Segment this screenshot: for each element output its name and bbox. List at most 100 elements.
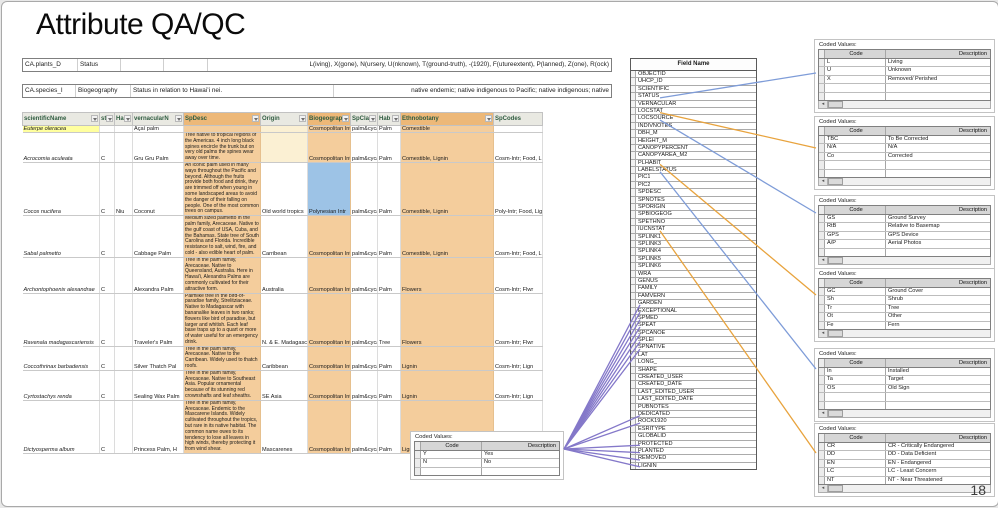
cell[interactable] — [114, 400, 133, 455]
description-cell[interactable]: Ground Cover — [888, 288, 924, 294]
cell[interactable] — [99, 125, 115, 133]
row-selector-stub[interactable] — [631, 204, 636, 211]
cell[interactable] — [114, 370, 133, 401]
cell[interactable]: Cosm-Intr; Lign — [493, 370, 543, 401]
description-cell[interactable]: Removed/ Perished — [888, 75, 938, 82]
code-cell[interactable]: CR — [825, 443, 886, 451]
row-selector-stub[interactable] — [819, 169, 825, 177]
code-cell[interactable] — [421, 467, 482, 476]
row-selector-stub[interactable] — [631, 218, 636, 226]
row-selector-stub[interactable] — [631, 85, 636, 93]
code-cell[interactable]: N — [421, 459, 482, 467]
cell[interactable]: Tree in the palm family, Arecaceae. Nati… — [183, 346, 261, 371]
cell[interactable]: Lignin — [400, 370, 494, 401]
cell[interactable]: Lignin — [400, 346, 494, 371]
cell[interactable]: C — [99, 257, 115, 294]
cell[interactable]: palm&cycad — [350, 293, 378, 347]
row-selector-stub[interactable] — [819, 223, 825, 231]
description-cell[interactable]: CR - Critically Endangered — [888, 443, 955, 449]
row-selector-stub[interactable] — [631, 255, 636, 263]
code-cell[interactable]: DD — [825, 451, 886, 459]
cell[interactable]: C — [99, 370, 115, 401]
cell[interactable]: palm&cycad — [350, 400, 378, 455]
cell[interactable]: Cosm-Intr; Food, Lign — [493, 215, 543, 258]
cell[interactable]: Palm — [377, 346, 401, 371]
row-selector-stub[interactable] — [631, 93, 636, 100]
row-selector-stub[interactable] — [631, 144, 636, 152]
code-cell[interactable]: L — [825, 59, 886, 67]
row-selector-stub[interactable] — [819, 468, 825, 476]
row-selector-stub[interactable] — [819, 215, 825, 223]
description-cell[interactable] — [482, 468, 559, 475]
cell[interactable] — [114, 257, 133, 294]
row-selector-stub[interactable] — [819, 231, 825, 240]
row-selector-stub[interactable] — [631, 285, 636, 292]
row-selector-stub[interactable] — [819, 451, 825, 459]
row-selector-stub[interactable] — [631, 78, 636, 85]
cell[interactable]: Comestible, Lignin — [400, 215, 494, 258]
cell[interactable]: Ravenala madagascariensis — [22, 293, 100, 347]
row-selector-stub[interactable] — [819, 136, 825, 144]
row-selector-stub[interactable] — [819, 92, 825, 100]
row-selector-stub[interactable] — [819, 368, 825, 376]
row-selector-stub[interactable] — [631, 233, 636, 240]
cell[interactable]: Açaí palm — [132, 125, 184, 133]
code-cell[interactable]: U — [825, 67, 886, 75]
description-cell[interactable]: NT - Near Threatened — [888, 476, 943, 483]
code-cell[interactable]: Sh — [825, 296, 886, 304]
scrollbar-thumb[interactable] — [828, 177, 843, 185]
cell[interactable] — [114, 346, 133, 371]
cell[interactable]: Acrocomia aculeata — [22, 132, 100, 163]
cell[interactable]: Australia — [260, 257, 308, 294]
description-cell[interactable]: Living — [888, 59, 903, 65]
row-selector-stub[interactable] — [631, 211, 636, 218]
cell[interactable]: Cosmopolitan Intr — [307, 215, 351, 258]
scrollbar-thumb[interactable] — [828, 329, 843, 337]
cell[interactable]: C — [99, 293, 115, 347]
cell[interactable]: palm&cycad — [350, 132, 378, 163]
cell[interactable]: Traveler's Palm — [132, 293, 184, 347]
code-cell[interactable]: Tr — [825, 304, 886, 313]
filter-icon[interactable] — [342, 115, 349, 122]
filter-icon[interactable] — [175, 115, 182, 122]
row-selector-stub[interactable] — [631, 226, 636, 233]
cell[interactable]: Sabal palmetto — [22, 215, 100, 258]
cell[interactable]: C — [99, 346, 115, 371]
description-cell[interactable] — [886, 161, 990, 168]
code-cell[interactable]: LC — [825, 468, 886, 476]
cell[interactable]: Palm — [377, 132, 401, 163]
row-selector-stub[interactable] — [631, 174, 636, 181]
scrollbar-thumb[interactable] — [828, 256, 843, 264]
cell[interactable]: Tree in the palm family, Arecaceae. Nati… — [183, 257, 261, 294]
cell[interactable]: palm&cycad — [350, 370, 378, 401]
row-selector-stub[interactable] — [819, 161, 825, 169]
cell[interactable]: Alexandra Palm — [132, 257, 184, 294]
code-cell[interactable] — [825, 161, 886, 169]
cell[interactable]: Cyrtostachys renda — [22, 370, 100, 401]
code-cell[interactable]: TBC — [825, 136, 886, 144]
cell[interactable]: C — [99, 215, 115, 258]
row-selector-stub[interactable] — [631, 277, 636, 285]
code-cell[interactable] — [825, 84, 886, 92]
row-selector-stub[interactable] — [819, 313, 825, 321]
row-selector-stub[interactable] — [631, 270, 636, 277]
cell[interactable]: Tree in the palm family, Arecaceae. Nati… — [183, 370, 261, 401]
row-selector-stub[interactable] — [631, 196, 636, 204]
cell[interactable]: Cosmopolitan Intr — [307, 257, 351, 294]
cell[interactable]: Polynesian Intr — [307, 162, 351, 217]
row-selector-stub[interactable] — [631, 181, 636, 189]
code-cell[interactable]: Ot — [825, 313, 886, 321]
cell[interactable]: Palm — [377, 215, 401, 258]
row-selector-stub[interactable] — [631, 115, 636, 122]
code-cell[interactable]: GC — [825, 288, 886, 296]
code-cell[interactable]: Y — [421, 451, 482, 459]
cell[interactable]: C — [99, 132, 115, 163]
cell[interactable] — [114, 293, 133, 347]
cell[interactable] — [114, 215, 133, 258]
cell[interactable]: palm&cycad — [350, 125, 378, 133]
cell[interactable]: Caribbean — [260, 346, 308, 371]
cell[interactable]: N. & E. Madagasc — [260, 293, 308, 347]
description-cell[interactable] — [886, 84, 990, 91]
horizontal-scrollbar[interactable]: ◂ — [818, 329, 991, 338]
scrollbar-thumb[interactable] — [828, 409, 843, 417]
